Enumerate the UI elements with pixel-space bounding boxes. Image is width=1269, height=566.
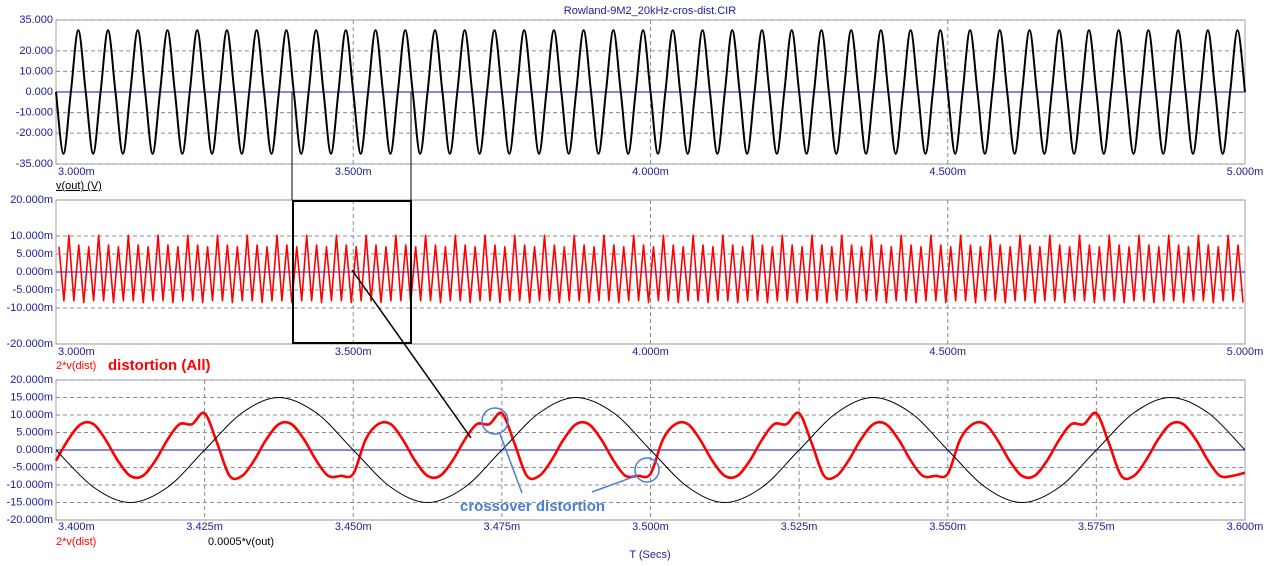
legend-label: 2*v(dist) xyxy=(56,536,96,548)
x-tick-label: 3.475m xyxy=(484,521,521,533)
y-tick-label: -5.000m xyxy=(13,284,53,296)
annotation: crossover distortion xyxy=(460,498,605,515)
y-tick-label: -10.000 xyxy=(16,106,53,118)
annotation-arrow xyxy=(591,475,637,493)
y-tick-label: -5.000m xyxy=(13,461,53,473)
x-tick-label: 4.000m xyxy=(632,166,669,178)
y-tick-label: 5.000m xyxy=(16,426,53,438)
y-tick-label: 20.000 xyxy=(19,45,53,57)
x-tick-label: 3.500m xyxy=(335,166,372,178)
y-tick-label: 0.000m xyxy=(16,444,53,456)
highlight-circle xyxy=(481,407,509,435)
x-tick-label: 5.000m xyxy=(1227,346,1264,358)
y-tick-label: 35.000 xyxy=(19,14,53,26)
x-tick-label: 4.500m xyxy=(929,346,966,358)
x-tick-label: 3.425m xyxy=(186,521,223,533)
x-tick-label: 3.525m xyxy=(781,521,818,533)
zoom-overlay xyxy=(291,92,660,494)
legend-label: 2*v(dist) xyxy=(56,360,96,372)
zoom-box xyxy=(292,200,412,344)
y-tick-label: -10.000m xyxy=(7,479,53,491)
x-tick-label: 3.400m xyxy=(58,521,95,533)
y-tick-label: 15.000m xyxy=(10,391,53,403)
annotation: distortion (All) xyxy=(108,357,210,374)
trace xyxy=(55,29,1246,155)
x-tick-label: 3.450m xyxy=(335,521,372,533)
y-tick-label: 5.000m xyxy=(16,248,53,260)
y-tick-label: -10.000m xyxy=(7,302,53,314)
x-axis-title: T (Secs) xyxy=(629,549,670,561)
x-tick-label: 3.500m xyxy=(335,346,372,358)
y-tick-label: 0.000m xyxy=(16,266,53,278)
y-tick-label: 10.000m xyxy=(10,230,53,242)
x-tick-label: 3.000m xyxy=(58,166,95,178)
x-tick-label: 3.000m xyxy=(58,346,95,358)
trace xyxy=(58,234,1244,304)
y-tick-label: -20.000m xyxy=(7,514,53,526)
legend-label: v(out) (V) xyxy=(56,180,102,192)
x-tick-label: 3.550m xyxy=(929,521,966,533)
y-tick-label: 0.000 xyxy=(25,86,53,98)
y-tick-label: -20.000 xyxy=(16,127,53,139)
y-tick-label: -20.000m xyxy=(7,338,53,350)
y-tick-label: 20.000m xyxy=(10,194,53,206)
x-tick-label: 3.600m xyxy=(1227,521,1264,533)
legend-label: 0.0005*v(out) xyxy=(208,536,274,548)
y-tick-label: -35.000 xyxy=(16,158,53,170)
x-tick-label: 4.000m xyxy=(632,346,669,358)
x-tick-label: 4.500m xyxy=(929,166,966,178)
x-tick-label: 3.575m xyxy=(1078,521,1115,533)
x-tick-label: 5.000m xyxy=(1227,166,1264,178)
y-tick-label: 10.000m xyxy=(10,409,53,421)
y-tick-label: 20.000m xyxy=(10,374,53,386)
annotation-arrow xyxy=(499,433,523,494)
chart-title: Rowland-9M2_20kHz-cros-dist.CIR xyxy=(564,5,736,17)
zoom-pointer xyxy=(351,269,472,439)
trace xyxy=(55,397,1246,503)
y-tick-label: 10.000 xyxy=(19,65,53,77)
trace xyxy=(54,411,1246,481)
y-tick-label: -15.000m xyxy=(7,496,53,508)
highlight-circle xyxy=(634,457,660,483)
x-tick-label: 3.500m xyxy=(632,521,669,533)
